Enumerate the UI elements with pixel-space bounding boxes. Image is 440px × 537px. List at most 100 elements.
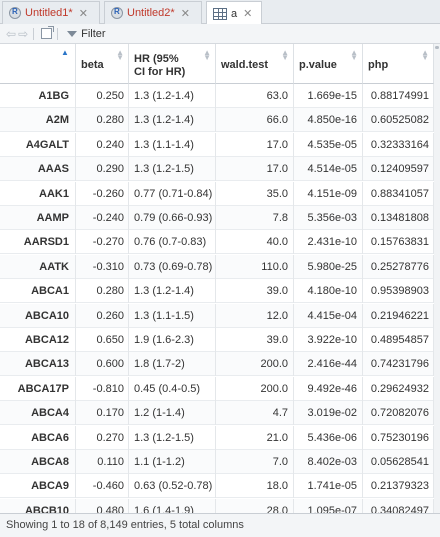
table-cell: 4.151e-09: [294, 181, 363, 206]
table-cell: 7.0: [216, 450, 294, 474]
toolbar-divider: [33, 27, 35, 40]
close-icon[interactable]: ✕: [180, 7, 190, 20]
table-cell: 1.3 (1.2-1.5): [129, 425, 216, 450]
table-cell: 39.0: [216, 328, 294, 352]
scrollbar-thumb[interactable]: [435, 46, 439, 49]
tab-label: a: [231, 7, 238, 20]
table-cell: 66.0: [216, 108, 294, 133]
table-row[interactable]: AAMP -0.240 0.79 (0.66-0.93) 7.8 5.356e-03 0.…: [0, 206, 440, 230]
table-cell: 7.8: [216, 206, 294, 230]
table-cell: 17.0: [216, 132, 294, 157]
table-cell: 0.60525082: [363, 108, 434, 133]
tab-bar: Untitled1* ✕ Untitled2* ✕ a ✕: [0, 0, 440, 25]
vertical-scrollbar[interactable]: [434, 44, 440, 513]
table-cell: 0.95398903: [363, 279, 434, 304]
table-row[interactable]: A4GALT 0.240 1.3 (1.1-1.4) 17.0 4.535e-05 0.3…: [0, 132, 440, 157]
table-row[interactable]: A2M 0.280 1.3 (1.2-1.4) 66.0 4.850e-16 0.6052…: [0, 108, 440, 133]
column-header-hr[interactable]: HR (95% CI for HR) ▲ ▼: [129, 44, 216, 84]
table-cell: 1.3 (1.2-1.4): [129, 108, 216, 133]
table-row[interactable]: AATK -0.310 0.73 (0.69-0.78) 110.0 5.980e-25…: [0, 254, 440, 279]
table-cell: 0.170: [76, 401, 129, 426]
table-cell: 4.415e-04: [294, 303, 363, 328]
table-cell: 0.48954857: [363, 328, 434, 352]
table-cell: 1.3 (1.1-1.5): [129, 303, 216, 328]
popout-icon[interactable]: [41, 26, 55, 39]
table-row[interactable]: AAAS 0.290 1.3 (1.2-1.5) 17.0 4.514e-05 0.124…: [0, 157, 440, 182]
table-row[interactable]: ABCA10 0.260 1.3 (1.1-1.5) 12.0 4.415e-04 0.2…: [0, 303, 440, 328]
filter-button[interactable]: Filter: [81, 27, 106, 40]
table-cell: 1.1 (1-1.2): [129, 450, 216, 474]
table-cell: 0.21946221: [363, 303, 434, 328]
row-name-cell: ABCA4: [0, 401, 76, 426]
table-cell: 63.0: [216, 84, 294, 108]
table-row[interactable]: ABCA4 0.170 1.2 (1-1.4) 4.7 3.019e-02 0.72082…: [0, 401, 440, 426]
table-cell: 12.0: [216, 303, 294, 328]
toolbar: ⇦ ⇨ Filter: [0, 24, 440, 44]
table-row[interactable]: ABCA9 -0.460 0.63 (0.52-0.78) 18.0 1.741e-05…: [0, 474, 440, 499]
table-row[interactable]: ABCA17P -0.810 0.45 (0.4-0.5) 200.0 9.492e-4…: [0, 376, 440, 401]
tab-untitled2[interactable]: Untitled2* ✕: [104, 1, 202, 24]
table-cell: -0.460: [76, 474, 129, 499]
table-row[interactable]: ABCA1 0.280 1.3 (1.2-1.4) 39.0 4.180e-10 0.95…: [0, 279, 440, 304]
table-cell: 200.0: [216, 352, 294, 377]
table-cell: 0.650: [76, 328, 129, 352]
column-header-p-value[interactable]: p.value ▲ ▼: [294, 44, 363, 84]
table-cell: 8.402e-03: [294, 450, 363, 474]
table-cell: 0.25278776: [363, 254, 434, 279]
tab-a[interactable]: a ✕: [206, 1, 262, 25]
table-row[interactable]: ABCA8 0.110 1.1 (1-1.2) 7.0 8.402e-03 0.05628…: [0, 450, 440, 474]
filter-icon[interactable]: [67, 30, 78, 37]
table-cell: 110.0: [216, 254, 294, 279]
table-cell: 0.79 (0.66-0.93): [129, 206, 216, 230]
table-cell: -0.260: [76, 181, 129, 206]
table-cell: 0.74231796: [363, 352, 434, 377]
table-cell: 1.3 (1.2-1.4): [129, 84, 216, 108]
column-header-php[interactable]: php ▲ ▼: [363, 44, 434, 84]
close-icon[interactable]: ✕: [243, 8, 253, 20]
table-cell: 21.0: [216, 425, 294, 450]
status-text: Showing 1 to 18 of 8,149 entries, 5 tota…: [6, 519, 244, 531]
table-cell: 0.270: [76, 425, 129, 450]
table-cell: 5.980e-25: [294, 254, 363, 279]
column-header-beta[interactable]: beta ▲ ▼: [76, 44, 129, 84]
table-row[interactable]: ABCA13 0.600 1.8 (1.7-2) 200.0 2.416e-44 0.74…: [0, 352, 440, 377]
row-name-cell: ABCA1: [0, 279, 76, 304]
table-cell: 2.431e-10: [294, 230, 363, 255]
close-icon[interactable]: ✕: [78, 7, 88, 20]
table-cell: 17.0: [216, 157, 294, 182]
rscript-icon: [9, 7, 21, 19]
table-row[interactable]: ABCA12 0.650 1.9 (1.6-2.3) 39.0 3.922e-10 0.4…: [0, 328, 440, 352]
data-grid-icon: [213, 7, 227, 20]
table-row[interactable]: ABCA6 0.270 1.3 (1.2-1.5) 21.0 5.436e-06 0.75…: [0, 425, 440, 450]
column-header-label: p.value: [299, 59, 337, 71]
sort-icon: ▲ ▼: [281, 48, 289, 62]
row-name-cell: A1BG: [0, 84, 76, 108]
table-cell: 1.3 (1.2-1.5): [129, 157, 216, 182]
row-name-cell: A4GALT: [0, 132, 76, 157]
table-cell: 0.77 (0.71-0.84): [129, 181, 216, 206]
table-cell: 1.741e-05: [294, 474, 363, 499]
table-cell: 35.0: [216, 181, 294, 206]
column-header-wald-test[interactable]: wald.test ▲ ▼: [216, 44, 294, 84]
tab-untitled1[interactable]: Untitled1* ✕: [2, 1, 100, 24]
table-cell: 2.416e-44: [294, 352, 363, 377]
sort-icon: ▲ ▼: [421, 48, 429, 62]
column-header-rownames[interactable]: ▲: [0, 44, 76, 84]
table-cell: 4.180e-10: [294, 279, 363, 304]
row-name-cell: ABCA9: [0, 474, 76, 499]
table-row[interactable]: AAK1 -0.260 0.77 (0.71-0.84) 35.0 4.151e-09 0…: [0, 181, 440, 206]
table-cell: 40.0: [216, 230, 294, 255]
sort-ascending-icon: ▲: [61, 48, 69, 57]
table-row[interactable]: AARSD1 -0.270 0.76 (0.7-0.83) 40.0 2.431e-10…: [0, 230, 440, 255]
table-cell: 5.356e-03: [294, 206, 363, 230]
forward-arrow-icon[interactable]: ⇨: [18, 26, 29, 41]
table-row[interactable]: A1BG 0.250 1.3 (1.2-1.4) 63.0 1.669e-15 0.881…: [0, 84, 440, 108]
table-cell: 0.75230196: [363, 425, 434, 450]
tab-label: Untitled1*: [25, 7, 73, 19]
row-name-cell: AAK1: [0, 181, 76, 206]
sort-icon: ▲ ▼: [350, 48, 358, 62]
back-arrow-icon[interactable]: ⇦: [6, 26, 17, 41]
row-name-cell: ABCA17P: [0, 376, 76, 401]
table-cell: 0.260: [76, 303, 129, 328]
table-cell: 0.76 (0.7-0.83): [129, 230, 216, 255]
